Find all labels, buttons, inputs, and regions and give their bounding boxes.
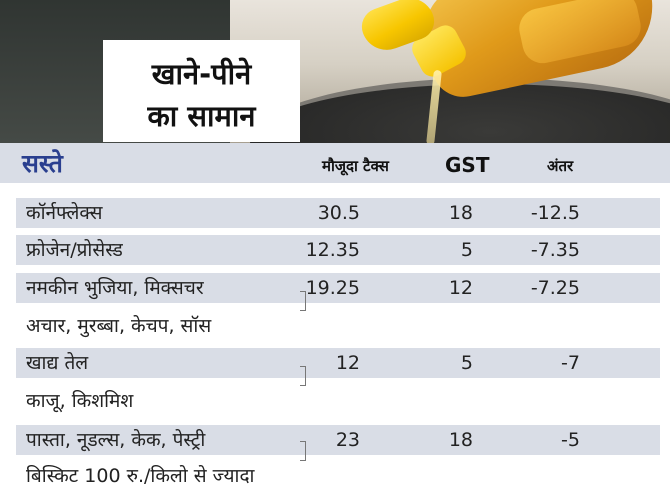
table-row: फ्रोजेन/प्रोसेस्ड 12.35 5 -7.35 — [16, 235, 660, 265]
item-name: फ्रोजेन/प्रोसेस्ड — [26, 239, 123, 261]
hero-photo: खाने-पीने का सामान — [0, 0, 670, 143]
gst-value: 5 — [460, 239, 473, 261]
header-label-cheaper: सस्ते — [22, 149, 63, 178]
table-row: पास्ता, नूडल्स, केक, पेस्ट्री 23 18 -5 — [16, 425, 660, 455]
item-name: खाद्य तेल — [26, 352, 89, 374]
item-name: बिस्किट 100 रु./किलो से ज्यादा — [26, 465, 255, 487]
current-tax-value: 12.35 — [305, 239, 360, 261]
table-row: कॉर्नफ्लेक्स 30.5 18 -12.5 — [16, 198, 660, 228]
header-difference: अंतर — [547, 157, 574, 175]
group-bracket — [300, 291, 306, 311]
title-line-2: का सामान — [147, 99, 256, 133]
gst-value: 5 — [460, 352, 473, 374]
gst-value: 12 — [448, 277, 473, 299]
gst-value: 18 — [448, 429, 473, 451]
current-tax-value: 23 — [335, 429, 360, 451]
gst-value: 18 — [448, 202, 473, 224]
title-box: खाने-पीने का सामान — [103, 40, 300, 142]
current-tax-value: 12 — [335, 352, 360, 374]
header-current-tax: मौजूदा टैक्स — [322, 157, 389, 175]
current-tax-value: 19.25 — [305, 277, 360, 299]
current-tax-value: 30.5 — [317, 202, 360, 224]
group-bracket — [300, 441, 306, 461]
item-name: कॉर्नफ्लेक्स — [26, 202, 103, 224]
difference-value: -5 — [561, 429, 580, 451]
tax-table: सस्ते मौजूदा टैक्स GST अंतर कॉर्नफ्लेक्स… — [0, 143, 670, 495]
group-bracket — [300, 366, 306, 386]
table-row: नमकीन भुजिया, मिक्सचर 19.25 12 -7.25 — [16, 273, 660, 303]
difference-value: -12.5 — [530, 202, 580, 224]
item-name: अचार, मुरब्बा, केचप, सॉस — [26, 315, 212, 337]
table-row: खाद्य तेल 12 5 -7 — [16, 348, 660, 378]
difference-value: -7.25 — [530, 277, 580, 299]
item-name: पास्ता, नूडल्स, केक, पेस्ट्री — [26, 429, 206, 451]
table-row: बिस्किट 100 रु./किलो से ज्यादा — [0, 461, 670, 491]
title-line-1: खाने-पीने — [151, 57, 252, 91]
difference-value: -7 — [561, 352, 580, 374]
difference-value: -7.35 — [530, 239, 580, 261]
item-name: काजू, किशमिश — [26, 390, 134, 412]
item-name: नमकीन भुजिया, मिक्सचर — [26, 277, 204, 299]
header-gst: GST — [445, 153, 490, 177]
table-row: अचार, मुरब्बा, केचप, सॉस — [0, 311, 670, 341]
table-row: काजू, किशमिश — [0, 386, 670, 416]
table-header: सस्ते मौजूदा टैक्स GST अंतर — [0, 143, 670, 183]
